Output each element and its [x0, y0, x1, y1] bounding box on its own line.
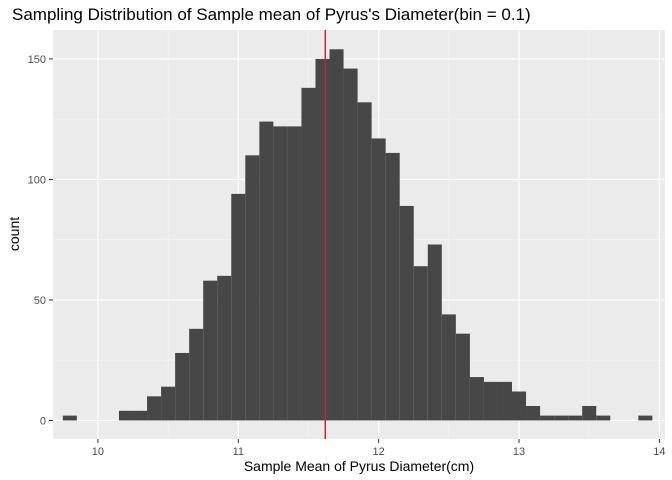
y-tick-label: 100	[28, 174, 46, 186]
histogram-bar	[371, 138, 386, 421]
histogram-bar	[554, 415, 569, 421]
x-axis: 10 11 12 13 14	[92, 439, 666, 458]
histogram-bar	[245, 155, 260, 421]
histogram-bar	[540, 415, 555, 421]
histogram-bar	[203, 280, 218, 421]
histogram-bar	[231, 193, 246, 421]
histogram-bar	[343, 68, 358, 421]
histogram-bar	[273, 126, 288, 421]
histogram-bar	[259, 121, 274, 421]
histogram-bar	[329, 49, 344, 421]
y-axis-title: count	[6, 217, 22, 251]
histogram-bar	[161, 386, 176, 421]
histogram-bar	[455, 333, 470, 421]
histogram-bar	[638, 415, 653, 421]
y-tick-label: 150	[28, 54, 46, 66]
histogram-bar	[526, 405, 541, 421]
histogram-bar	[399, 205, 414, 421]
histogram-bar	[469, 377, 484, 421]
histogram-bar	[133, 410, 148, 421]
y-axis: 0 50 100 150	[28, 54, 53, 427]
histogram-bar	[62, 415, 77, 421]
histogram-bar	[357, 102, 372, 421]
histogram-bar	[582, 405, 597, 421]
histogram-bar	[497, 381, 512, 421]
histogram-bar	[568, 415, 583, 421]
histogram-bar	[441, 314, 456, 421]
histogram-bar	[175, 352, 190, 421]
histogram-bar	[596, 415, 611, 421]
histogram-bar	[315, 58, 330, 421]
histogram-bar	[427, 244, 442, 421]
y-tick-label: 50	[34, 295, 46, 307]
x-axis-title: Sample Mean of Pyrus Diameter(cm)	[244, 458, 474, 474]
y-tick-label: 0	[40, 415, 46, 427]
x-tick-label: 11	[233, 446, 244, 458]
histogram-bar	[147, 396, 162, 421]
histogram-bar	[512, 391, 527, 421]
histogram-bar	[189, 328, 204, 421]
histogram-bar	[217, 275, 232, 421]
x-tick-label: 13	[513, 446, 525, 458]
histogram-bar	[483, 381, 498, 421]
histogram-bar	[287, 126, 302, 421]
histogram-bar	[385, 152, 400, 421]
histogram-bar	[118, 410, 134, 421]
histogram-bar	[301, 87, 316, 421]
x-tick-label: 12	[373, 446, 385, 458]
x-tick-label: 10	[92, 446, 104, 458]
chart-title: Sampling Distribution of Sample mean of …	[12, 5, 531, 24]
histogram-bar	[413, 266, 428, 421]
x-tick-label: 14	[653, 446, 665, 458]
